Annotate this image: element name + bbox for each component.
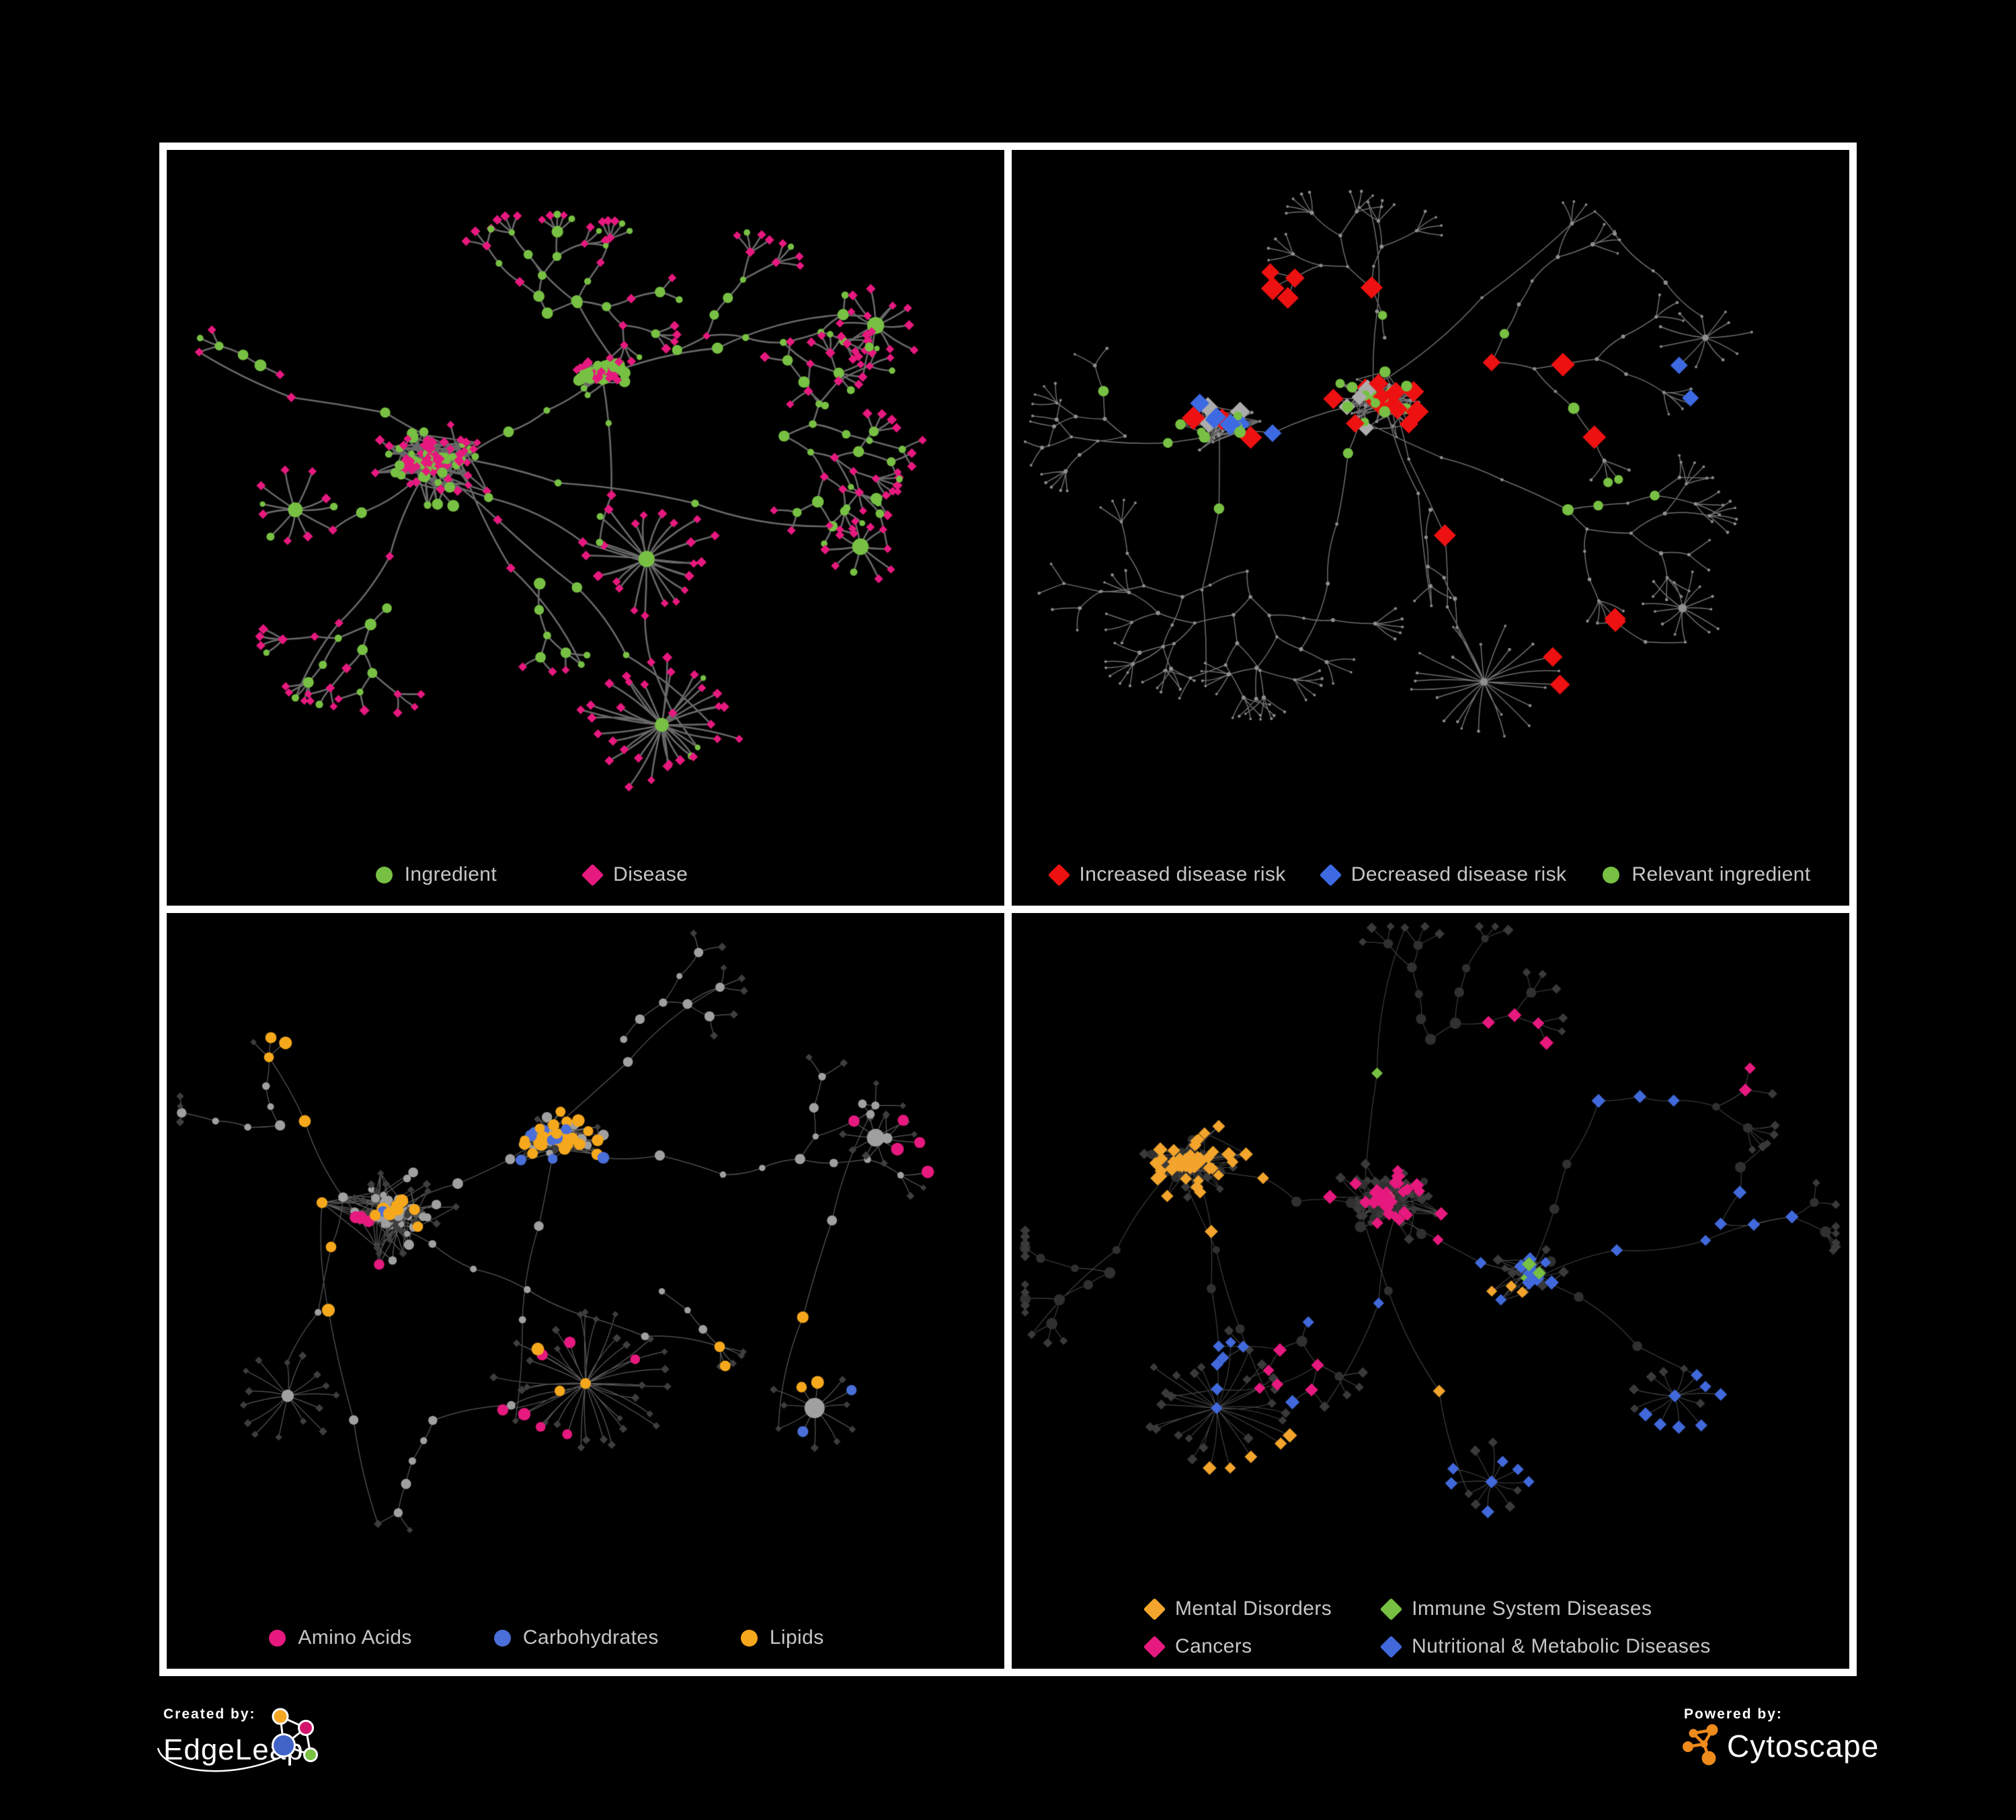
cytoscape-icon-node [1689, 1729, 1698, 1738]
panel-ingredient-disease: Ingredient Disease [167, 150, 1004, 906]
legend-label-ingredient: Ingredient [404, 863, 497, 885]
legend-item-decreased-risk: Decreased disease risk [1319, 863, 1567, 886]
quad-panel-frame: Ingredient Disease Increased disease ris… [159, 143, 1857, 1676]
legend-label-relevant-ingredient: Relevant ingredient [1631, 863, 1811, 885]
legend-item-ingredient: Ingredient [375, 863, 497, 886]
edgeleap-logo-blue-node [272, 1733, 296, 1757]
legend-label-amino-acids: Amino Acids [298, 1626, 412, 1649]
network-canvas-ingredient-disease [167, 150, 1004, 906]
network-canvas-nutrient-classes [167, 913, 1004, 1669]
legend-item-nutritional-metabolic-diseases: Nutritional & Metabolic Diseases [1379, 1635, 1711, 1658]
disease-diamond-icon [581, 863, 604, 886]
powered-by-block: Powered by: Cytoscape [1683, 1706, 1966, 1794]
nutritional-metabolic-diamond-icon [1379, 1635, 1403, 1658]
cytoscape-icon-edges [1687, 1728, 1713, 1759]
legend-label-decreased-risk: Decreased disease risk [1350, 863, 1567, 885]
edgeleap-logo-green-node [303, 1747, 318, 1762]
relevant-ingredient-circle-icon [1603, 866, 1620, 883]
ingredient-circle-icon [375, 866, 393, 883]
amino-acids-circle-icon [269, 1629, 286, 1647]
legend-label-cancers: Cancers [1175, 1635, 1252, 1657]
legend-item-mental-disorders: Mental Disorders [1143, 1597, 1332, 1620]
network-canvas-disease-categories [1012, 913, 1849, 1669]
edgeleap-logo-orange-node [272, 1708, 289, 1725]
decreased-risk-diamond-icon [1319, 863, 1342, 886]
edgeleap-logo-edges [279, 1715, 312, 1756]
created-by-label: Created by: [163, 1706, 256, 1722]
increased-risk-diamond-icon [1047, 863, 1070, 886]
cytoscape-icon-node [1706, 1724, 1718, 1736]
cytoscape-icon-node [1701, 1751, 1716, 1766]
cytoscape-icon-node [1683, 1741, 1693, 1752]
legend-nutrient-classes: Amino Acids Carbohydrates Lipids [167, 1626, 965, 1649]
immune-system-diamond-icon [1379, 1597, 1403, 1620]
legend-item-immune-system-diseases: Immune System Diseases [1379, 1597, 1711, 1620]
legend-item-lipids: Lipids [740, 1626, 824, 1649]
panel-nutrient-classes: Amino Acids Carbohydrates Lipids [167, 913, 1004, 1669]
legend-label-disease: Disease [613, 863, 688, 885]
legend-item-relevant-ingredient: Relevant ingredient [1603, 863, 1810, 886]
cancers-diamond-icon [1143, 1635, 1166, 1658]
cytoscape-icon-node [1700, 1740, 1708, 1748]
edgeleap-logo-pink-node [298, 1720, 314, 1736]
legend-item-disease: Disease [581, 863, 688, 886]
carbohydrates-circle-icon [493, 1629, 511, 1647]
legend-disease-risk: Increased disease risk Decreased disease… [1012, 863, 1849, 886]
legend-label-increased-risk: Increased disease risk [1079, 863, 1286, 885]
legend-disease-categories: Mental Disorders Immune System Diseases … [1143, 1597, 1711, 1658]
legend-label-nutritional-metabolic-diseases: Nutritional & Metabolic Diseases [1412, 1635, 1711, 1657]
panel-disease-risk: Increased disease risk Decreased disease… [1012, 150, 1849, 906]
powered-by-label: Powered by: [1684, 1706, 1783, 1722]
legend-item-amino-acids: Amino Acids [269, 1626, 411, 1649]
legend-item-increased-risk: Increased disease risk [1047, 863, 1286, 886]
legend-ingredient-disease: Ingredient Disease [167, 863, 951, 886]
cytoscape-logo-icon [1683, 1724, 1718, 1766]
legend-label-mental-disorders: Mental Disorders [1175, 1597, 1332, 1620]
legend-label-lipids: Lipids [769, 1626, 824, 1649]
legend-item-cancers: Cancers [1143, 1635, 1332, 1658]
panel-disease-categories: Mental Disorders Immune System Diseases … [1012, 913, 1849, 1669]
cytoscape-brand-text: Cytoscape [1727, 1729, 1880, 1764]
created-by-block: Created by: EdgeLeap [157, 1706, 499, 1807]
mental-disorders-diamond-icon [1143, 1597, 1166, 1620]
legend-item-carbohydrates: Carbohydrates [493, 1626, 659, 1649]
network-canvas-disease-risk [1012, 150, 1849, 906]
edgeleap-swoosh-curve [157, 1747, 286, 1772]
legend-label-carbohydrates: Carbohydrates [522, 1626, 659, 1649]
lipids-circle-icon [740, 1629, 758, 1647]
legend-label-immune-system-diseases: Immune System Diseases [1412, 1597, 1652, 1620]
edgeleap-network-logo [272, 1708, 318, 1762]
